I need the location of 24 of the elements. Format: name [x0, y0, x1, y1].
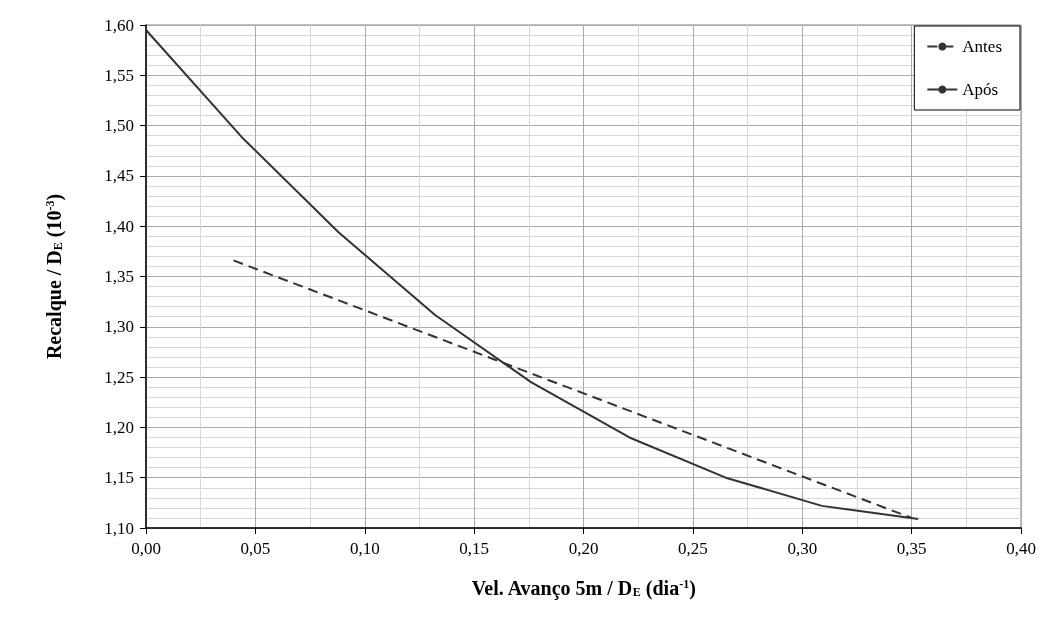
legend-label: Antes — [962, 37, 1003, 56]
y-tick-label: 1,35 — [104, 267, 134, 286]
y-tick-label: 1,45 — [104, 166, 134, 186]
x-tick-label: 0,15 — [459, 539, 489, 558]
x-tick-label: 0,30 — [787, 539, 818, 558]
y-tick-label: 1,55 — [104, 65, 134, 85]
y-tick-label: 1,15 — [104, 468, 134, 488]
y-tick-label: 1,25 — [104, 367, 134, 387]
y-axis-title: Recalque / DE (10-3) — [43, 193, 66, 360]
x-tick-label: 0,00 — [131, 539, 161, 558]
y-tick-label: 1,10 — [104, 518, 134, 538]
y-tick-label: 1,50 — [104, 116, 134, 136]
y-tick-label: 1,40 — [104, 216, 134, 236]
x-tick-label: 0,35 — [896, 539, 927, 558]
y-tick-label: 1,20 — [104, 417, 134, 437]
x-tick-label: 0,10 — [349, 539, 380, 558]
x-tick-label: 0,20 — [568, 539, 599, 558]
y-tick-label: 1,30 — [104, 317, 134, 337]
x-tick-label: 0,25 — [678, 539, 708, 558]
x-tick-label: 0,40 — [1006, 539, 1036, 558]
line-series — [145, 29, 920, 520]
y-tick-label: 1,60 — [104, 15, 134, 35]
legend-label: Após — [962, 80, 999, 99]
x-tick-label: 0,05 — [240, 539, 271, 558]
